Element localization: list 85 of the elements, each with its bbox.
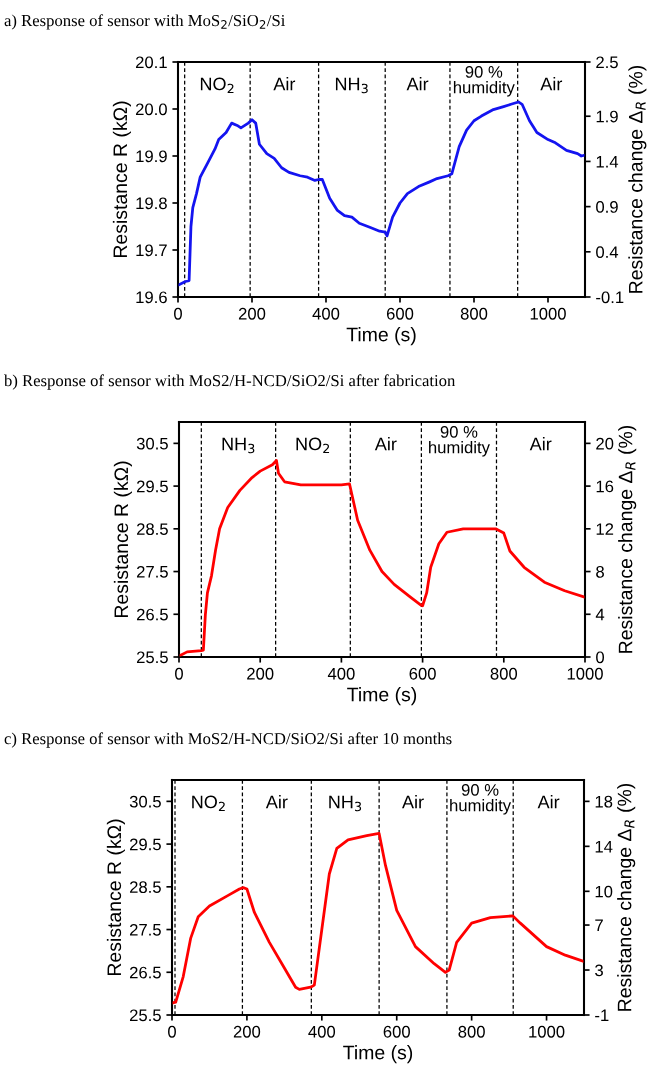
y2-tick-label: 4 [595,608,605,621]
y2-tick-label: 3 [595,964,603,977]
x-tick-label: 200 [247,667,274,680]
annotation: NH$_{3}$ [335,77,368,94]
y-tick-label: 26.5 [136,608,168,621]
y2-tick-label: 0 [596,651,605,664]
x-axis-title: Time (s) [347,687,417,706]
y-tick-label: 28.5 [136,523,168,536]
y-tick-label: 26.5 [129,966,161,979]
y2-tick-label: 18 [595,795,613,808]
annotation: NH$_{3}$ [222,437,255,454]
annotation: Air [374,437,397,451]
y2-tick-label: 0.9 [596,201,618,213]
y2-tick-label: 7 [595,919,603,932]
y2-axis-title: Resistance change Δ$_{R}$ (%) [618,425,637,653]
annotation: Air [537,795,560,809]
y2-tick-label: 10 [595,885,613,898]
x-axis-title: Time (s) [346,327,416,346]
y-axis-title: Resistance R (kΩ) [113,461,132,618]
x-tick-label: 0 [175,667,183,680]
y2-tick-label: 16 [596,480,614,493]
y2-tick-label: 14 [595,840,613,853]
x-tick-label: 600 [383,1025,410,1038]
line-series [172,832,584,1005]
chart-title: c) Response of sensor with MoS2/H-NCD/SiO2/Si after 10 months [4,732,452,748]
x-tick-label: 400 [327,667,355,680]
annotation: NO$_{2}$ [192,795,225,812]
y2-tick-label: 1.4 [596,156,619,168]
annotation: NO$_{2}$ [200,77,234,94]
y-tick-label: 25.5 [136,651,168,664]
annotation: 90 % humidity [450,783,512,815]
x-tick-label: 400 [308,1025,336,1038]
y-tick-label: 19.9 [136,150,167,163]
y-tick-label: 20.0 [135,103,167,116]
x-tick-label: 1000 [567,667,603,680]
y-tick-label: 29.5 [136,480,168,493]
y2-tick-label: -0.1 [596,291,624,304]
chart-title: b) Response of sensor with MoS2/H-NCD/SiO2/Si after fabrication [4,374,456,390]
y2-tick-label: -1 [595,1009,609,1022]
x-tick-label: 600 [386,307,414,320]
annotation: 90 % humidity [429,425,490,457]
x-tick-label: 600 [409,667,436,680]
x-tick-label: 1000 [529,1025,565,1038]
annotation: Air [265,795,288,809]
x-axis-title: Time (s) [343,1045,413,1064]
line-series [178,100,585,287]
chart-title: a) Response of sensor with MoS$_{2}$/SiO$_{2}$/Si [4,14,286,30]
x-tick-label: 400 [312,307,340,320]
y2-axis-title: Resistance change Δ$_{R}$ (%) [617,783,636,1011]
x-tick-label: 1000 [530,307,566,320]
annotation: Air [540,77,563,91]
y2-tick-label: 20 [596,437,614,450]
y-tick-label: 30.5 [136,437,168,450]
annotation: Air [402,795,424,809]
y2-tick-label: 12 [596,523,614,535]
annotation: Air [529,437,552,451]
y-tick-label: 30.5 [129,795,161,808]
annotation: NO$_{2}$ [296,437,330,454]
x-tick-label: 0 [168,1025,176,1038]
y-tick-label: 19.6 [136,291,167,304]
y2-tick-label: 1.9 [596,110,618,123]
y-tick-label: 20.1 [135,56,167,69]
x-tick-label: 200 [233,1025,261,1038]
y-tick-label: 19.8 [136,197,167,210]
y-axis-title: Resistance R (kΩ) [112,101,131,258]
annotation: NH$_{3}$ [329,795,362,812]
y-tick-label: 27.5 [136,565,168,578]
y-tick-label: 25.5 [129,1009,161,1022]
x-tick-label: 0 [174,307,182,320]
x-tick-label: 800 [458,1025,485,1038]
y-axis-title: Resistance R (kΩ) [106,819,125,976]
y-tick-label: 28.5 [129,881,161,894]
y-tick-label: 29.5 [129,838,161,851]
annotation: Air [273,77,296,91]
y2-tick-label: 0.4 [596,246,619,259]
x-tick-label: 200 [238,307,266,320]
y-tick-label: 19.7 [136,244,167,257]
y2-tick-label: 8 [596,565,604,578]
y2-axis-title: Resistance change Δ$_{R}$ (%) [628,65,647,293]
y2-tick-label: 2.5 [596,56,618,69]
x-tick-label: 800 [460,307,488,320]
annotation: 90 % humidity [453,65,515,97]
y-tick-label: 27.5 [129,923,161,936]
x-tick-label: 800 [490,667,518,680]
annotation: Air [406,77,429,91]
